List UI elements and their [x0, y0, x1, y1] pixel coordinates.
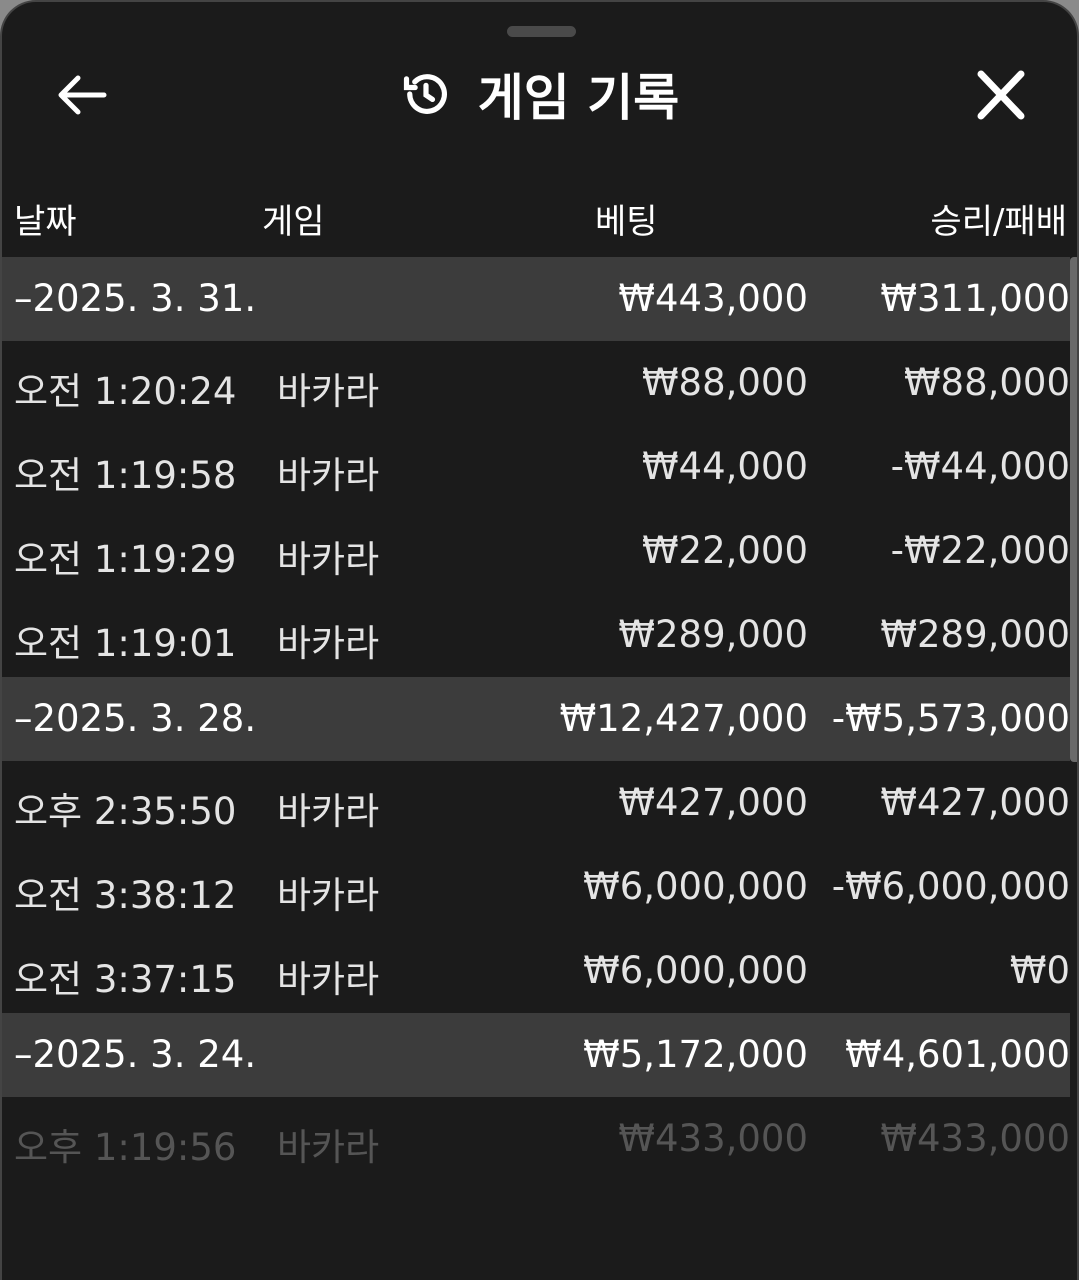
close-icon: [977, 70, 1025, 120]
table-row[interactable]: 오전 1:19:29 바카라 ₩22,000 -₩22,000: [2, 509, 1070, 593]
table-row[interactable]: 오후 1:19:56 바카라 ₩433,000 ₩433,000: [2, 1097, 1070, 1181]
column-result: 승리/패배: [930, 202, 1067, 242]
row-bet: ₩427,000: [618, 781, 808, 824]
row-time: 오전 3:38:12: [14, 874, 237, 917]
row-game: 바카라: [277, 790, 380, 833]
date-group-row[interactable]: –2025. 3. 31. ₩443,000 ₩311,000: [2, 257, 1070, 341]
row-time: 오전 3:37:15: [14, 958, 237, 1001]
row-time: 오전 1:19:01: [14, 622, 237, 665]
row-time: 오전 1:20:24: [14, 370, 237, 413]
scrollbar[interactable]: [1070, 257, 1077, 762]
row-game: 바카라: [277, 538, 380, 581]
history-list: –2025. 3. 31. ₩443,000 ₩311,000 오전 1:20:24 바…: [2, 257, 1070, 1181]
row-bet: ₩6,000,000: [583, 865, 808, 908]
row-bet: ₩6,000,000: [583, 949, 808, 992]
group-bet-total: ₩5,172,000: [583, 1033, 808, 1076]
group-bet-total: ₩443,000: [618, 277, 808, 320]
row-game: 바카라: [277, 454, 380, 497]
row-result: ₩433,000: [880, 1117, 1070, 1160]
row-game: 바카라: [277, 874, 380, 917]
group-date: –2025. 3. 28.: [14, 697, 257, 740]
back-button[interactable]: [54, 70, 110, 120]
row-result: -₩44,000: [890, 445, 1070, 488]
column-game: 게임: [262, 202, 325, 242]
group-result-total: -₩5,573,000: [831, 697, 1070, 740]
row-result: ₩88,000: [903, 361, 1070, 404]
row-result: ₩0: [1009, 949, 1070, 992]
row-result: ₩289,000: [880, 613, 1070, 656]
arrow-left-icon: [58, 75, 107, 115]
row-time: 오전 1:19:29: [14, 538, 237, 581]
page-title: 게임 기록: [477, 69, 680, 127]
row-bet: ₩22,000: [641, 529, 808, 572]
row-result: -₩22,000: [890, 529, 1070, 572]
row-time: 오전 1:19:58: [14, 454, 237, 497]
row-bet: ₩433,000: [618, 1117, 808, 1160]
close-button[interactable]: [972, 68, 1030, 122]
page-title-wrap: 게임 기록: [2, 52, 1077, 136]
group-date: –2025. 3. 31.: [14, 277, 257, 320]
group-result-total: ₩4,601,000: [845, 1033, 1070, 1076]
row-result: ₩427,000: [880, 781, 1070, 824]
table-header: 날짜 게임 베팅 승리/패배: [2, 172, 1077, 256]
group-date: –2025. 3. 24.: [14, 1033, 257, 1076]
row-time: 오후 2:35:50: [14, 790, 237, 833]
drag-handle[interactable]: [507, 26, 576, 37]
row-game: 바카라: [277, 958, 380, 1001]
table-row[interactable]: 오전 3:38:12 바카라 ₩6,000,000 -₩6,000,000: [2, 845, 1070, 929]
row-bet: ₩44,000: [641, 445, 808, 488]
table-row[interactable]: 오전 1:19:01 바카라 ₩289,000 ₩289,000: [2, 593, 1070, 677]
row-game: 바카라: [277, 1126, 380, 1169]
column-date: 날짜: [14, 202, 77, 242]
group-result-total: ₩311,000: [880, 277, 1070, 320]
column-bet: 베팅: [595, 202, 658, 242]
row-result: -₩6,000,000: [831, 865, 1070, 908]
top-bar: 게임 기록: [2, 52, 1077, 136]
table-row[interactable]: 오전 1:19:58 바카라 ₩44,000 -₩44,000: [2, 425, 1070, 509]
row-game: 바카라: [277, 370, 380, 413]
group-bet-total: ₩12,427,000: [559, 697, 808, 740]
history-icon: [403, 74, 447, 114]
date-group-row[interactable]: –2025. 3. 24. ₩5,172,000 ₩4,601,000: [2, 1013, 1070, 1097]
row-game: 바카라: [277, 622, 380, 665]
row-time: 오후 1:19:56: [14, 1126, 237, 1169]
table-row[interactable]: 오전 3:37:15 바카라 ₩6,000,000 ₩0: [2, 929, 1070, 1013]
row-bet: ₩88,000: [641, 361, 808, 404]
table-row[interactable]: 오전 1:20:24 바카라 ₩88,000 ₩88,000: [2, 341, 1070, 425]
table-row[interactable]: 오후 2:35:50 바카라 ₩427,000 ₩427,000: [2, 761, 1070, 845]
row-bet: ₩289,000: [618, 613, 808, 656]
date-group-row[interactable]: –2025. 3. 28. ₩12,427,000 -₩5,573,000: [2, 677, 1070, 761]
